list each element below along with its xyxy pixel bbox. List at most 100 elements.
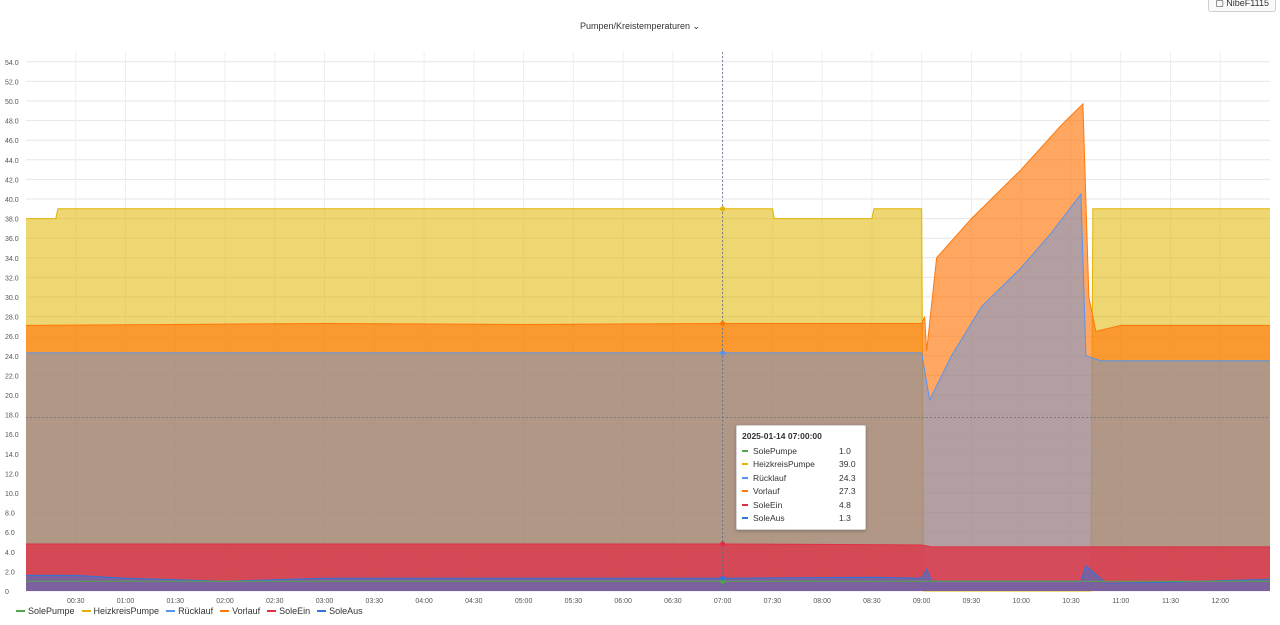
tooltip-series-value: 27.3 [839, 486, 856, 497]
y-tick-label: 40.0 [5, 197, 19, 204]
legend-item-heizkreispumpe[interactable]: HeizkreisPumpe [81, 606, 160, 616]
chart-tooltip: 2025-01-14 07:00:00 SolePumpe 1.0 Heizkrei… [736, 425, 866, 530]
y-tick-label: 10.0 [5, 491, 19, 498]
tooltip-swatch [742, 503, 748, 506]
y-tick-label: 38.0 [5, 217, 19, 224]
y-tick-label: 12.0 [5, 471, 19, 478]
legend-item-vorlauf[interactable]: Vorlauf [220, 606, 260, 616]
y-tick-label: 6.0 [5, 530, 15, 537]
series-line-rücklauf [26, 192, 1270, 402]
panel-title[interactable]: Pumpen/Kreistemperaturen ⌄ [0, 21, 1280, 32]
legend-swatch [267, 610, 277, 612]
legend-swatch [220, 610, 230, 612]
y-tick-label: 22.0 [5, 373, 19, 380]
tooltip-time: 2025-01-14 07:00:00 [742, 431, 822, 441]
tooltip-row: SoleEin 4.8 [742, 498, 860, 512]
tooltip-series-name: Vorlauf [753, 486, 780, 497]
x-tick-label: 10:00 [1012, 598, 1030, 605]
y-tick-label: 2.0 [5, 569, 15, 576]
tooltip-series-name: SolePumpe [753, 445, 797, 456]
y-tick-label: 8.0 [5, 511, 15, 518]
chevron-down-icon: ⌄ [692, 21, 701, 31]
x-tick-label: 04:00 [415, 598, 433, 605]
x-tick-label: 09:00 [913, 598, 931, 605]
y-tick-label: 4.0 [5, 550, 15, 557]
y-tick-label: 20.0 [5, 393, 19, 400]
x-tick-label: 09:30 [963, 598, 981, 605]
x-tick-label: 02:00 [216, 598, 234, 605]
y-tick-label: 16.0 [5, 432, 19, 439]
x-tick-label: 03:30 [366, 598, 384, 605]
y-tick-label: 26.0 [5, 334, 19, 341]
y-tick-label: 14.0 [5, 452, 19, 459]
legend-item-soleein[interactable]: SoleEin [267, 606, 310, 616]
series-line-vorlauf [25, 102, 1270, 351]
dashboard-link-button[interactable]: ▢ NibeF1115 [1208, 0, 1276, 12]
y-tick-label: 0 [5, 589, 9, 596]
legend-label: Rücklauf [178, 606, 214, 616]
dashboard-icon: ▢ [1215, 0, 1224, 8]
y-tick-label: 28.0 [5, 315, 19, 322]
x-tick-label: 11:00 [1112, 598, 1129, 605]
legend-swatch [16, 610, 25, 612]
y-tick-label: 24.0 [5, 354, 19, 361]
x-tick-label: 08:30 [863, 598, 881, 605]
legend-label: SoleAus [329, 606, 363, 616]
x-tick-label: 07:00 [714, 598, 732, 605]
tooltip-row: HeizkreisPumpe 39.0 [742, 458, 860, 472]
legend-item-solepumpe[interactable]: SolePumpe [16, 606, 75, 616]
x-tick-label: 08:00 [813, 598, 831, 605]
tooltip-swatch [742, 490, 748, 493]
y-tick-label: 30.0 [5, 295, 19, 302]
legend-swatch [317, 610, 327, 612]
series-area-vorlauf [26, 103, 1270, 591]
tooltip-swatch [742, 463, 748, 466]
tooltip-series-value: 1.0 [839, 445, 851, 456]
tooltip-series-name: Rücklauf [753, 472, 787, 483]
tooltip-row: Rücklauf 24.3 [742, 471, 860, 485]
legend-label: SoleEin [279, 606, 311, 616]
tooltip-row: SolePumpe 1.0 [742, 444, 860, 458]
y-tick-label: 42.0 [5, 177, 19, 184]
tooltip-series-value: 24.3 [839, 472, 856, 483]
tooltip-series-name: SoleAus [753, 513, 785, 524]
x-tick-label: 10:30 [1062, 598, 1080, 605]
y-tick-label: 32.0 [5, 275, 19, 282]
y-tick-label: 52.0 [5, 79, 19, 86]
tooltip-series-value: 4.8 [839, 499, 851, 510]
tooltip-swatch [742, 449, 748, 452]
y-tick-label: 46.0 [5, 138, 19, 145]
legend-label: SolePumpe [28, 606, 75, 616]
series-line-soleein [26, 543, 1270, 548]
tooltip-swatch [742, 517, 748, 520]
x-tick-label: 01:30 [167, 598, 185, 605]
legend-label: HeizkreisPumpe [93, 606, 160, 616]
tooltip-series-name: SoleEin [753, 499, 783, 510]
x-tick-label: 05:30 [565, 598, 583, 605]
y-tick-label: 50.0 [5, 99, 19, 106]
x-tick-label: 05:00 [515, 598, 533, 605]
tooltip-row: Vorlauf 27.3 [742, 485, 860, 499]
x-tick-label: 11:30 [1162, 598, 1179, 605]
legend-item-rücklauf[interactable]: Rücklauf [166, 606, 213, 616]
y-tick-label: 54.0 [5, 60, 19, 67]
series-area-rücklauf [26, 194, 1270, 591]
chart-legend: SolePumpe HeizkreisPumpe Rücklauf Vorlauf So… [16, 606, 363, 616]
hover-point-rücklauf [720, 350, 726, 356]
tooltip-row: SoleAus 1.3 [742, 512, 860, 526]
hover-point-soleein [720, 541, 726, 547]
x-tick-label: 02:30 [266, 598, 284, 605]
y-tick-label: 44.0 [5, 158, 19, 165]
tooltip-swatch [742, 476, 748, 479]
hover-point-vorlauf [720, 320, 726, 326]
y-tick-label: 34.0 [5, 256, 19, 263]
x-tick-label: 06:00 [614, 598, 632, 605]
legend-label: Vorlauf [232, 606, 261, 616]
hover-point-heizkreispumpe [720, 206, 726, 212]
dashboard-link-label: NibeF1115 [1226, 0, 1269, 8]
x-tick-label: 12:00 [1211, 598, 1229, 605]
legend-item-soleaus[interactable]: SoleAus [317, 606, 363, 616]
x-tick-label: 06:30 [664, 598, 682, 605]
tooltip-series-value: 39.0 [839, 459, 856, 470]
